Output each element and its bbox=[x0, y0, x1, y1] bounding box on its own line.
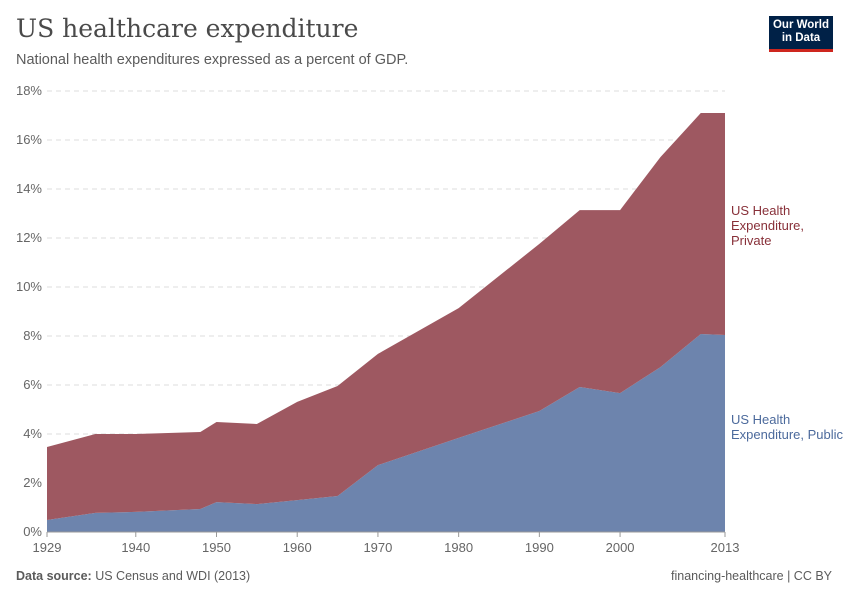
area-private bbox=[47, 113, 725, 520]
owid-logo[interactable]: Our World in Data bbox=[769, 16, 833, 52]
y-tick-label: 0% bbox=[23, 524, 42, 539]
y-tick-label: 14% bbox=[16, 181, 42, 196]
chart-subtitle: National health expenditures expressed a… bbox=[16, 52, 409, 68]
x-tick-label: 1950 bbox=[202, 540, 231, 555]
chart-title: US healthcare expenditure bbox=[16, 14, 359, 43]
y-tick-label: 12% bbox=[16, 230, 42, 245]
data-source: Data source: US Census and WDI (2013) bbox=[16, 569, 250, 583]
x-tick-label: 1940 bbox=[121, 540, 150, 555]
y-tick-label: 16% bbox=[16, 132, 42, 147]
x-tick-label: 1929 bbox=[33, 540, 62, 555]
y-tick-label: 18% bbox=[16, 83, 42, 98]
y-tick-label: 8% bbox=[23, 328, 42, 343]
source-link[interactable]: US Census and WDI (2013) bbox=[95, 569, 251, 583]
x-tick-label: 1960 bbox=[283, 540, 312, 555]
y-tick-label: 4% bbox=[23, 426, 42, 441]
series-label-private: US Health Expenditure, Private bbox=[731, 203, 804, 248]
y-tick-label: 10% bbox=[16, 279, 42, 294]
y-tick-label: 2% bbox=[23, 475, 42, 490]
area-public bbox=[47, 334, 725, 532]
x-tick-label: 2000 bbox=[606, 540, 635, 555]
x-tick-label: 1970 bbox=[363, 540, 392, 555]
license-link[interactable]: financing-healthcare | CC BY bbox=[671, 569, 832, 583]
series-label-public: US Health Expenditure, Public bbox=[731, 412, 844, 442]
x-tick-label: 1980 bbox=[444, 540, 473, 555]
y-tick-label: 6% bbox=[23, 377, 42, 392]
source-label: Data source: bbox=[16, 569, 92, 583]
x-tick-label: 1990 bbox=[525, 540, 554, 555]
x-tick-label: 2013 bbox=[711, 540, 740, 555]
